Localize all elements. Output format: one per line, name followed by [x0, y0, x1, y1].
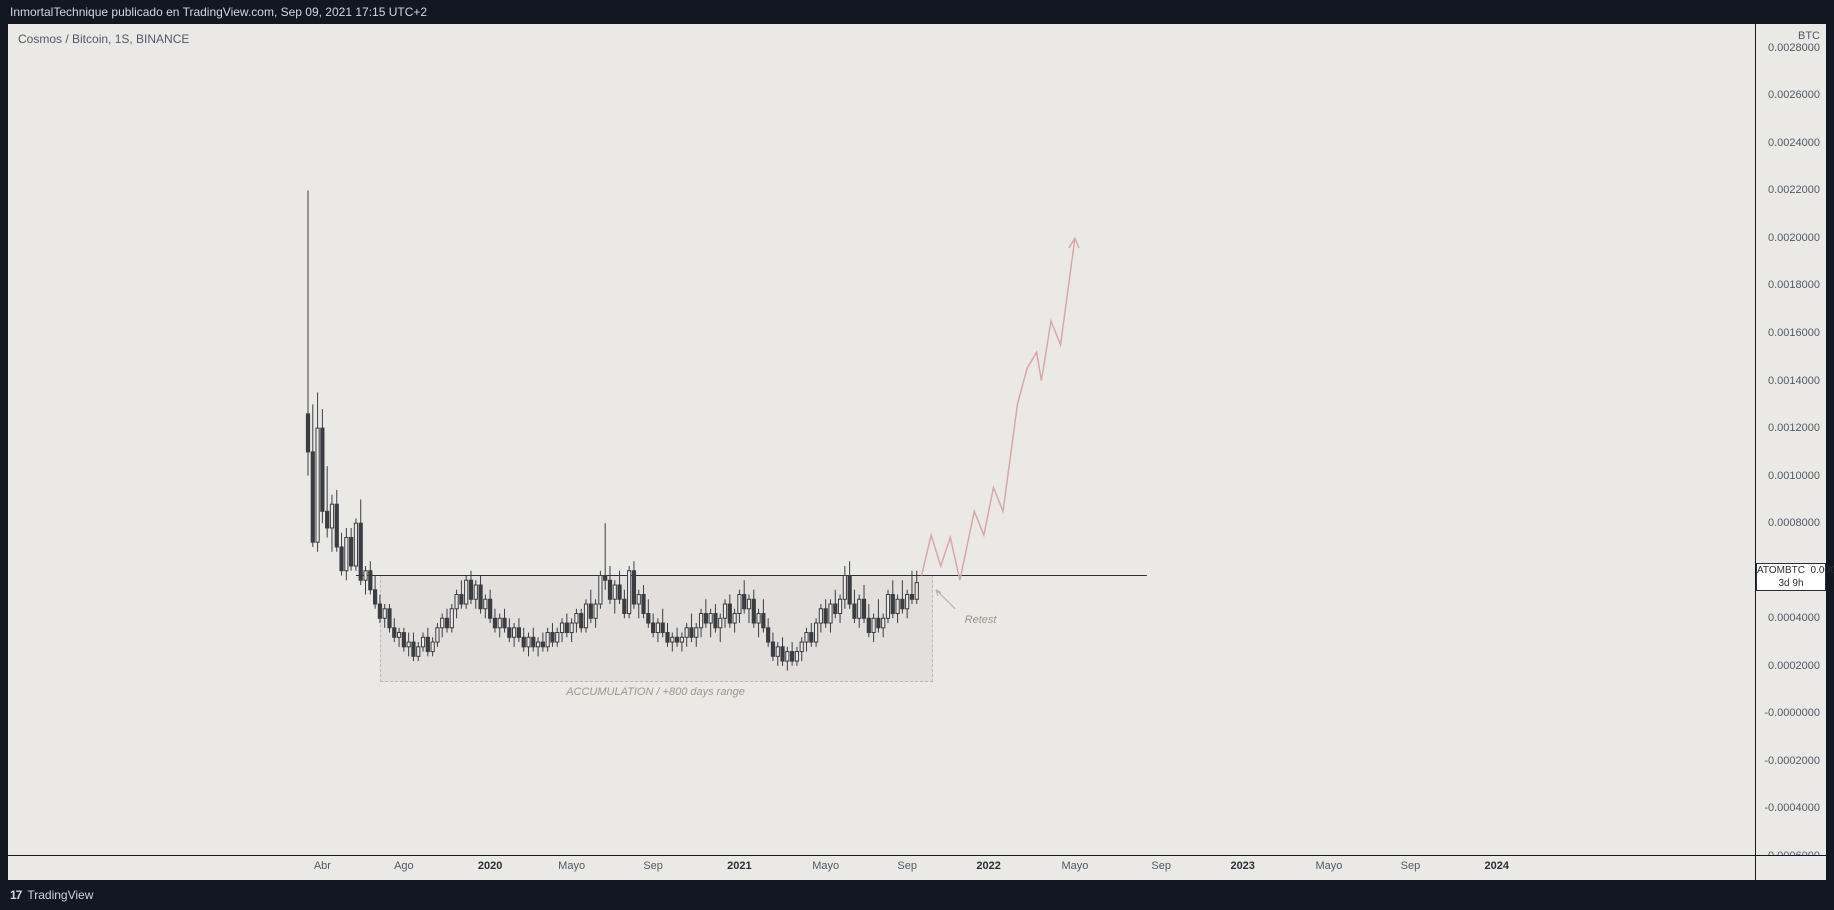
time-tick: Mayo — [1061, 860, 1088, 872]
time-tick: Sep — [643, 860, 663, 872]
time-tick: Sep — [1401, 860, 1421, 872]
tradingview-logo-icon: 17 — [10, 888, 21, 902]
header-bar: InmortalTechnique publicado en TradingVi… — [0, 0, 1834, 24]
chart-container: Cosmos / Bitcoin, 1S, BINANCE ACCUMULATI… — [8, 24, 1826, 880]
price-tick: 0.0008000 — [1768, 517, 1820, 529]
price-tick: 0.0022000 — [1768, 184, 1820, 196]
price-tag-symbol: ATOMBTC 0.0005501 — [1757, 564, 1825, 577]
footer-bar: 17 TradingView — [0, 880, 1834, 910]
time-tick: 2022 — [976, 860, 1000, 872]
price-tick: 0.0010000 — [1768, 470, 1820, 482]
last-price-tag: ATOMBTC 0.00055013d 9h — [1756, 563, 1826, 591]
footer-brand: TradingView — [27, 888, 93, 902]
price-tick: 0.0024000 — [1768, 137, 1820, 149]
time-tick: 2024 — [1484, 860, 1508, 872]
time-tick: 2021 — [727, 860, 751, 872]
price-tick: -0.0000000 — [1764, 707, 1820, 719]
price-tick: 0.0028000 — [1768, 42, 1820, 54]
time-tick: Sep — [897, 860, 917, 872]
time-tick: Mayo — [558, 860, 585, 872]
projection-path — [922, 238, 1075, 580]
price-tick: 0.0020000 — [1768, 232, 1820, 244]
axis-corner — [1755, 855, 1826, 880]
time-tick: Sep — [1151, 860, 1171, 872]
retest-arrow — [936, 590, 955, 609]
price-tick: -0.0002000 — [1764, 755, 1820, 767]
header-text: InmortalTechnique publicado en TradingVi… — [10, 5, 427, 19]
price-tick: 0.0004000 — [1768, 612, 1820, 624]
price-tick: 0.0014000 — [1768, 375, 1820, 387]
chart-plot-area[interactable]: Cosmos / Bitcoin, 1S, BINANCE ACCUMULATI… — [8, 24, 1756, 856]
price-axis-unit: BTC — [1798, 30, 1820, 42]
price-tick: 0.0002000 — [1768, 660, 1820, 672]
price-tick: 0.0012000 — [1768, 422, 1820, 434]
price-tick: 0.0016000 — [1768, 327, 1820, 339]
time-tick: 2020 — [478, 860, 502, 872]
price-tick: 0.0018000 — [1768, 279, 1820, 291]
time-tick: Ago — [394, 860, 414, 872]
time-tick: Abr — [314, 860, 331, 872]
time-tick: Mayo — [812, 860, 839, 872]
price-axis[interactable]: BTC 0.0028000 0.0026000 0.0024000 0.0022000… — [1755, 24, 1826, 856]
price-tick: 0.0026000 — [1768, 89, 1820, 101]
price-tick: -0.0004000 — [1764, 802, 1820, 814]
time-axis[interactable]: Abr Ago 2020 Mayo Sep 2021 Mayo Sep 2022 Mayo Sep 2… — [8, 855, 1756, 880]
time-tick: 2023 — [1230, 860, 1254, 872]
price-tag-countdown: 3d 9h — [1757, 577, 1825, 590]
chart-svg — [8, 24, 1756, 856]
time-tick: Mayo — [1316, 860, 1343, 872]
